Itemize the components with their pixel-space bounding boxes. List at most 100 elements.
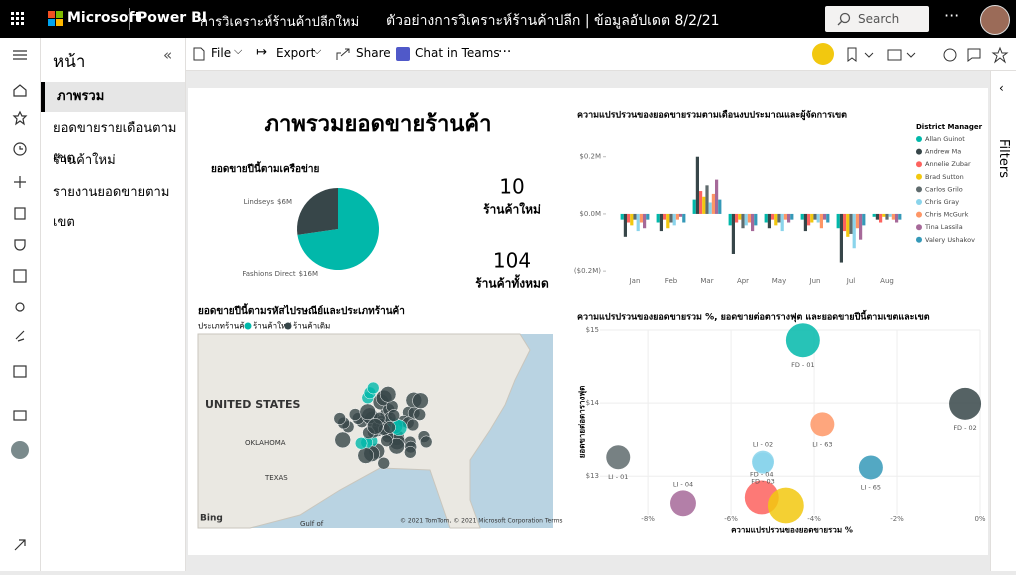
search-box[interactable]: Search [825, 6, 929, 32]
bar [846, 213, 850, 237]
filters-pane[interactable]: ‹ Filters [990, 71, 1016, 571]
bar [852, 213, 856, 249]
map-dot [406, 418, 420, 432]
teams-icon [396, 47, 410, 61]
nav-icons[interactable] [0, 38, 40, 571]
legend-label: Chris Gray [925, 198, 959, 206]
avatar[interactable] [980, 5, 1010, 35]
bar [672, 213, 676, 226]
report-canvas: ภาพรวมยอดขายร้านค้า 10ร้านค้าใหม่104ร้าน… [188, 88, 988, 555]
y-tick-label: $0.2M [579, 153, 601, 161]
bar [747, 213, 751, 223]
map-dot [366, 418, 384, 435]
bubble-label: LI - 04 [673, 480, 693, 488]
bar [872, 213, 876, 217]
x-tick-label: Jun [809, 277, 821, 285]
more-icon[interactable]: ··· [944, 6, 960, 25]
top-bar: Microsoft Power BI การวิเคราะห์ร้านค้าปล… [0, 0, 1016, 38]
bar [800, 213, 804, 220]
page-tab[interactable]: รายงานยอดขายตามเขต [53, 185, 170, 230]
legend-label: Valery Ushakov [925, 236, 975, 244]
bar [771, 213, 775, 220]
y-tick-label: $14 [586, 399, 600, 407]
legend-label: ร้านค้าเดิม [293, 322, 330, 331]
pie-label: Lindseys $6M [244, 198, 292, 206]
bar [836, 213, 840, 229]
bar [669, 213, 673, 223]
bar [639, 213, 643, 223]
bar [679, 213, 683, 217]
bar [702, 196, 706, 214]
bar [754, 213, 758, 226]
page-tab[interactable]: ภาพรวม [41, 82, 185, 112]
page-tab[interactable]: ร้านค้าใหม่ [53, 153, 116, 168]
bubble-label: FD - 01 [791, 361, 815, 369]
bubble [858, 455, 883, 480]
value-label: $6M [277, 198, 292, 206]
card-value: 10 [499, 175, 524, 199]
chart-title: ความแปรปรวนของยอดขายรวม %, ยอดขายต่อตารา… [577, 310, 930, 323]
toolbar-item[interactable]: Chat in Teams [415, 46, 500, 60]
bubble-label: LI - 65 [861, 483, 881, 491]
legend-dot [244, 322, 252, 330]
report-title: ตัวอย่างการวิเคราะห์ร้านค้าปลีก | ข้อมูล… [386, 13, 720, 29]
y-axis-title: ยอดขายต่อตารางฟุต [578, 386, 588, 459]
bar [843, 213, 847, 232]
map-dot [383, 421, 396, 434]
bubble [767, 487, 804, 524]
map-dot [333, 412, 347, 425]
bubble-label: LI - 63 [812, 440, 832, 448]
x-tick-label: Jan [629, 277, 641, 285]
nav-rail [0, 38, 41, 571]
map-title: ยอดขายปีนี้ตามรหัสไปรษณีย์และประเภทร้านค… [198, 303, 405, 317]
legend-dot [916, 173, 922, 180]
bar [636, 213, 640, 232]
x-tick-label: Apr [737, 277, 749, 285]
map-dot [413, 408, 426, 421]
toolbar-item[interactable]: Export [276, 46, 316, 60]
legend-dot [916, 161, 922, 168]
bar [810, 213, 814, 223]
map-dot [354, 437, 368, 450]
bar [885, 213, 889, 220]
bar [735, 213, 739, 223]
bar [803, 213, 807, 232]
page-tab[interactable]: ยอดขายรายเดือนตามเขต [53, 121, 177, 166]
map-label: © 2021 TomTom, © 2021 Microsoft Corporat… [400, 518, 563, 525]
map-dot [419, 435, 433, 449]
y-tick-label: $15 [586, 326, 599, 334]
bar [882, 213, 886, 217]
product[interactable]: Power BI [137, 10, 207, 26]
map-dot [380, 434, 393, 447]
map-label: Bing [200, 514, 223, 524]
workspace[interactable]: การวิเคราะห์ร้านค้าปลีกใหม่ [200, 15, 360, 30]
pie-slice [297, 188, 338, 235]
bar [646, 213, 650, 220]
map-label: Gulf of [300, 520, 324, 528]
toolbar-item[interactable]: File [211, 46, 232, 60]
legend-dot [284, 322, 292, 330]
map-dot [334, 431, 351, 449]
map-label: UNITED STATES [205, 398, 300, 411]
bar [741, 213, 745, 229]
legend-dot [916, 211, 922, 218]
app-launcher[interactable] [10, 11, 26, 27]
map-dot [404, 446, 417, 459]
x-tick-label: May [772, 277, 786, 285]
x-tick-label: -8% [641, 515, 655, 523]
bubble [810, 412, 835, 437]
legend-label: Andrew Ma [925, 148, 961, 156]
pie-label: Fashions Direct $16M [242, 270, 318, 278]
export-icon: ↦ [256, 45, 267, 60]
chevron: ⌵ [313, 44, 322, 57]
map-label: OKLAHOMA [245, 439, 286, 447]
bar [620, 213, 624, 220]
more-icon[interactable]: ··· [498, 44, 512, 60]
search-icon [837, 12, 851, 26]
bubble [752, 452, 774, 474]
pane-title: หน้า [53, 52, 86, 72]
collapse-icon[interactable]: « [163, 46, 173, 64]
toolbar-item[interactable]: Share [356, 46, 391, 60]
reset-button[interactable] [812, 43, 834, 65]
